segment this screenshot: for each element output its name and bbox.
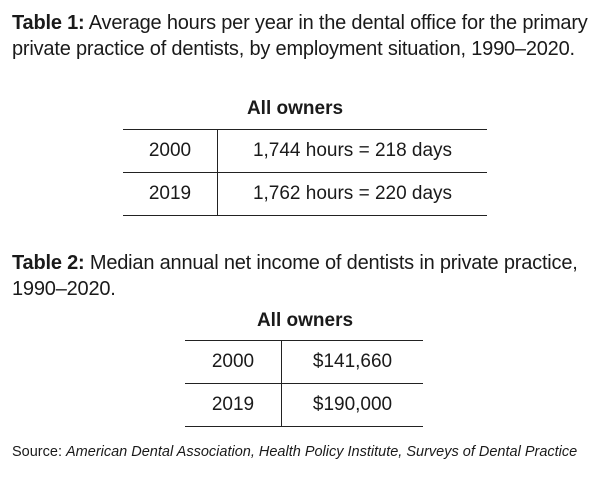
table1-value-cell: 1,744 hours = 218 days bbox=[217, 129, 487, 173]
source-publication: American Dental Association, Health Poli… bbox=[66, 444, 578, 460]
table1-value-cell: 1,762 hours = 220 days bbox=[217, 172, 487, 216]
table2: 2000 $141,660 2019 $190,000 bbox=[185, 340, 423, 427]
source-prefix: Source: bbox=[12, 444, 66, 460]
table-row: 2000 1,744 hours = 218 days bbox=[123, 129, 487, 173]
table-row: 2019 $190,000 bbox=[185, 383, 423, 427]
table1-caption: Table 1: Average hours per year in the d… bbox=[12, 10, 602, 62]
table-row: 2019 1,762 hours = 220 days bbox=[123, 172, 487, 216]
table2-value-cell: $141,660 bbox=[281, 340, 423, 384]
table-row: 2000 $141,660 bbox=[185, 340, 423, 384]
table1-column-header: All owners bbox=[246, 98, 344, 119]
table1-caption-text: Average hours per year in the dental off… bbox=[12, 12, 588, 60]
table2-value-cell: $190,000 bbox=[281, 383, 423, 427]
table1-label: Table 1: bbox=[12, 12, 85, 34]
table1: 2000 1,744 hours = 218 days 2019 1,762 h… bbox=[123, 129, 487, 216]
table2-column-header: All owners bbox=[256, 310, 354, 331]
table2-caption: Table 2: Median annual net income of den… bbox=[12, 250, 602, 302]
table1-year-cell: 2000 bbox=[123, 129, 218, 173]
table1-year-cell: 2019 bbox=[123, 172, 218, 216]
table2-year-cell: 2000 bbox=[185, 340, 282, 384]
table2-caption-text: Median annual net income of dentists in … bbox=[12, 252, 578, 300]
table2-year-cell: 2019 bbox=[185, 383, 282, 427]
source-note: Source: American Dental Association, Hea… bbox=[12, 444, 577, 460]
table2-label: Table 2: bbox=[12, 252, 85, 274]
